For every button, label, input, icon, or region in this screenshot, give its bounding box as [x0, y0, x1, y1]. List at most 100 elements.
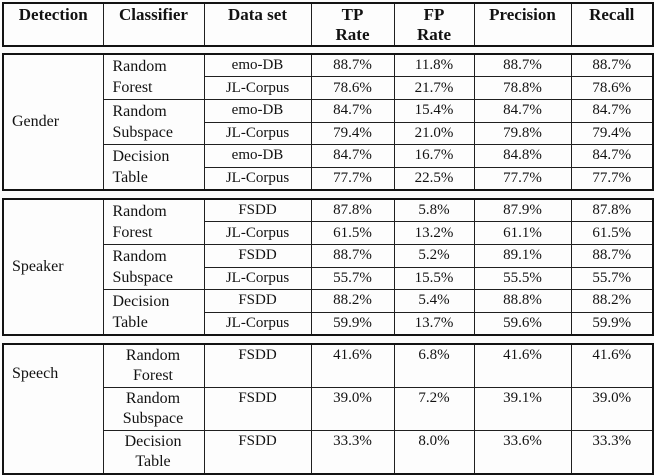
dataset-cell: FSDD [203, 244, 312, 268]
detection-cell: Speech [2, 343, 104, 475]
recall-cell: 84.7% [570, 99, 654, 123]
tp-rate-cell: 87.8% [310, 198, 395, 223]
dataset-cell: FSDD [203, 430, 312, 475]
recall-cell: 59.9% [570, 311, 654, 336]
classifier-cell: Decision Table [102, 144, 205, 191]
dataset-cell: emo-DB [203, 144, 312, 168]
fp-rate-cell: 5.2% [393, 244, 475, 268]
table-row: Decision Table FSDD 88.2% 5.4% 88.8% 88.… [3, 289, 654, 336]
tp-rate-cell: 78.6% [310, 76, 395, 100]
dataset-cell: FSDD [203, 387, 312, 431]
column-header-detection: Detection [2, 2, 104, 47]
table-row: Speech Random Forest FSDD 41.6% 6.8% 41.… [2, 343, 654, 475]
precision-cell: 79.8% [473, 121, 572, 145]
recall-cell: 88.2% [570, 289, 654, 313]
table-row: Gender Random Forest emo-DB 88.7% 11.8% … [2, 53, 654, 191]
tp-rate-cell: 88.7% [310, 53, 395, 78]
precision-cell: 33.6% [473, 430, 572, 475]
recall-cell: 61.5% [570, 221, 654, 245]
recall-cell: 77.7% [570, 166, 654, 191]
dataset-cell: JL-Corpus [203, 266, 312, 290]
recall-cell: 88.7% [570, 53, 654, 78]
dataset-cell: JL-Corpus [203, 121, 312, 145]
tp-rate-cell: 77.7% [310, 166, 395, 191]
table-row: JL-Corpus 77.7% 22.5% 77.7% 77.7% [3, 166, 654, 191]
precision-cell: 88.7% [473, 53, 572, 78]
fp-rate-cell: 22.5% [393, 166, 475, 191]
table-row: JL-Corpus 61.5% 13.2% 61.1% 61.5% [3, 221, 654, 245]
tp-rate-cell: 84.7% [310, 99, 395, 123]
fp-rate-cell: 15.4% [393, 99, 475, 123]
classifier-cell: Random Forest [102, 343, 205, 388]
table-row: Random Subspace FSDD 39.0% 7.2% 39.1% 39… [3, 387, 654, 431]
column-header-classifier: Classifier [102, 2, 205, 47]
dataset-cell: emo-DB [203, 99, 312, 123]
fp-rate-cell: 15.5% [393, 266, 475, 290]
fp-rate-cell: 21.7% [393, 76, 475, 100]
classifier-cell: Random Forest [102, 198, 205, 245]
precision-cell: 77.7% [473, 166, 572, 191]
recall-cell: 84.7% [570, 144, 654, 168]
tp-rate-cell: 88.7% [310, 244, 395, 268]
table-row: Speaker Random Forest FSDD 87.8% 5.8% 87… [2, 198, 654, 336]
fp-rate-cell: 13.2% [393, 221, 475, 245]
column-header-dataset: Data set [203, 2, 312, 47]
precision-cell: 87.9% [473, 198, 572, 223]
dataset-cell: FSDD [203, 289, 312, 313]
column-header-tp-rate: TP Rate [310, 2, 395, 47]
tp-rate-cell: 41.6% [310, 343, 395, 388]
recall-cell: 87.8% [570, 198, 654, 223]
section-table-gender: Gender Random Forest emo-DB 88.7% 11.8% … [2, 53, 654, 191]
dataset-cell: FSDD [203, 198, 312, 223]
table-row: JL-Corpus 55.7% 15.5% 55.5% 55.7% [3, 266, 654, 290]
classifier-cell: Random Subspace [102, 387, 205, 431]
recall-cell: 41.6% [570, 343, 654, 388]
dataset-cell: JL-Corpus [203, 311, 312, 336]
fp-rate-cell: 5.4% [393, 289, 475, 313]
table-row: JL-Corpus 79.4% 21.0% 79.8% 79.4% [3, 121, 654, 145]
fp-rate-cell: 11.8% [393, 53, 475, 78]
fp-rate-cell: 21.0% [393, 121, 475, 145]
dataset-cell: emo-DB [203, 53, 312, 78]
dataset-cell: JL-Corpus [203, 76, 312, 100]
precision-cell: 78.8% [473, 76, 572, 100]
recall-cell: 79.4% [570, 121, 654, 145]
tp-rate-cell: 61.5% [310, 221, 395, 245]
precision-cell: 84.8% [473, 144, 572, 168]
table-row: JL-Corpus 78.6% 21.7% 78.8% 78.6% [3, 76, 654, 100]
precision-cell: 39.1% [473, 387, 572, 431]
table-row: Decision Table emo-DB 84.7% 16.7% 84.8% … [3, 144, 654, 191]
fp-rate-cell: 16.7% [393, 144, 475, 168]
tp-rate-cell: 88.2% [310, 289, 395, 313]
tp-rate-cell: 84.7% [310, 144, 395, 168]
precision-cell: 89.1% [473, 244, 572, 268]
dataset-cell: JL-Corpus [203, 221, 312, 245]
precision-cell: 84.7% [473, 99, 572, 123]
fp-rate-cell: 6.8% [393, 343, 475, 388]
column-header-precision: Precision [473, 2, 572, 47]
precision-cell: 59.6% [473, 311, 572, 336]
section-table-speech: Speech Random Forest FSDD 41.6% 6.8% 41.… [2, 343, 654, 475]
precision-cell: 88.8% [473, 289, 572, 313]
table-row: JL-Corpus 59.9% 13.7% 59.6% 59.9% [3, 311, 654, 336]
fp-rate-cell: 8.0% [393, 430, 475, 475]
recall-cell: 78.6% [570, 76, 654, 100]
table-row: Random Subspace emo-DB 84.7% 15.4% 84.7%… [3, 99, 654, 145]
precision-cell: 41.6% [473, 343, 572, 388]
classifier-cell: Random Forest [102, 53, 205, 100]
column-header-fp-rate: FP Rate [393, 2, 475, 47]
recall-cell: 55.7% [570, 266, 654, 290]
fp-rate-cell: 7.2% [393, 387, 475, 431]
tp-rate-cell: 33.3% [310, 430, 395, 475]
tp-rate-cell: 55.7% [310, 266, 395, 290]
tp-rate-cell: 79.4% [310, 121, 395, 145]
classifier-cell: Decision Table [102, 430, 205, 475]
tp-rate-cell: 59.9% [310, 311, 395, 336]
recall-cell: 39.0% [570, 387, 654, 431]
recall-cell: 88.7% [570, 244, 654, 268]
header-row: Detection Classifier Data set TP Rate FP… [2, 2, 654, 47]
classifier-cell: Random Subspace [102, 99, 205, 145]
detection-cell: Gender [2, 53, 104, 191]
tp-rate-cell: 39.0% [310, 387, 395, 431]
